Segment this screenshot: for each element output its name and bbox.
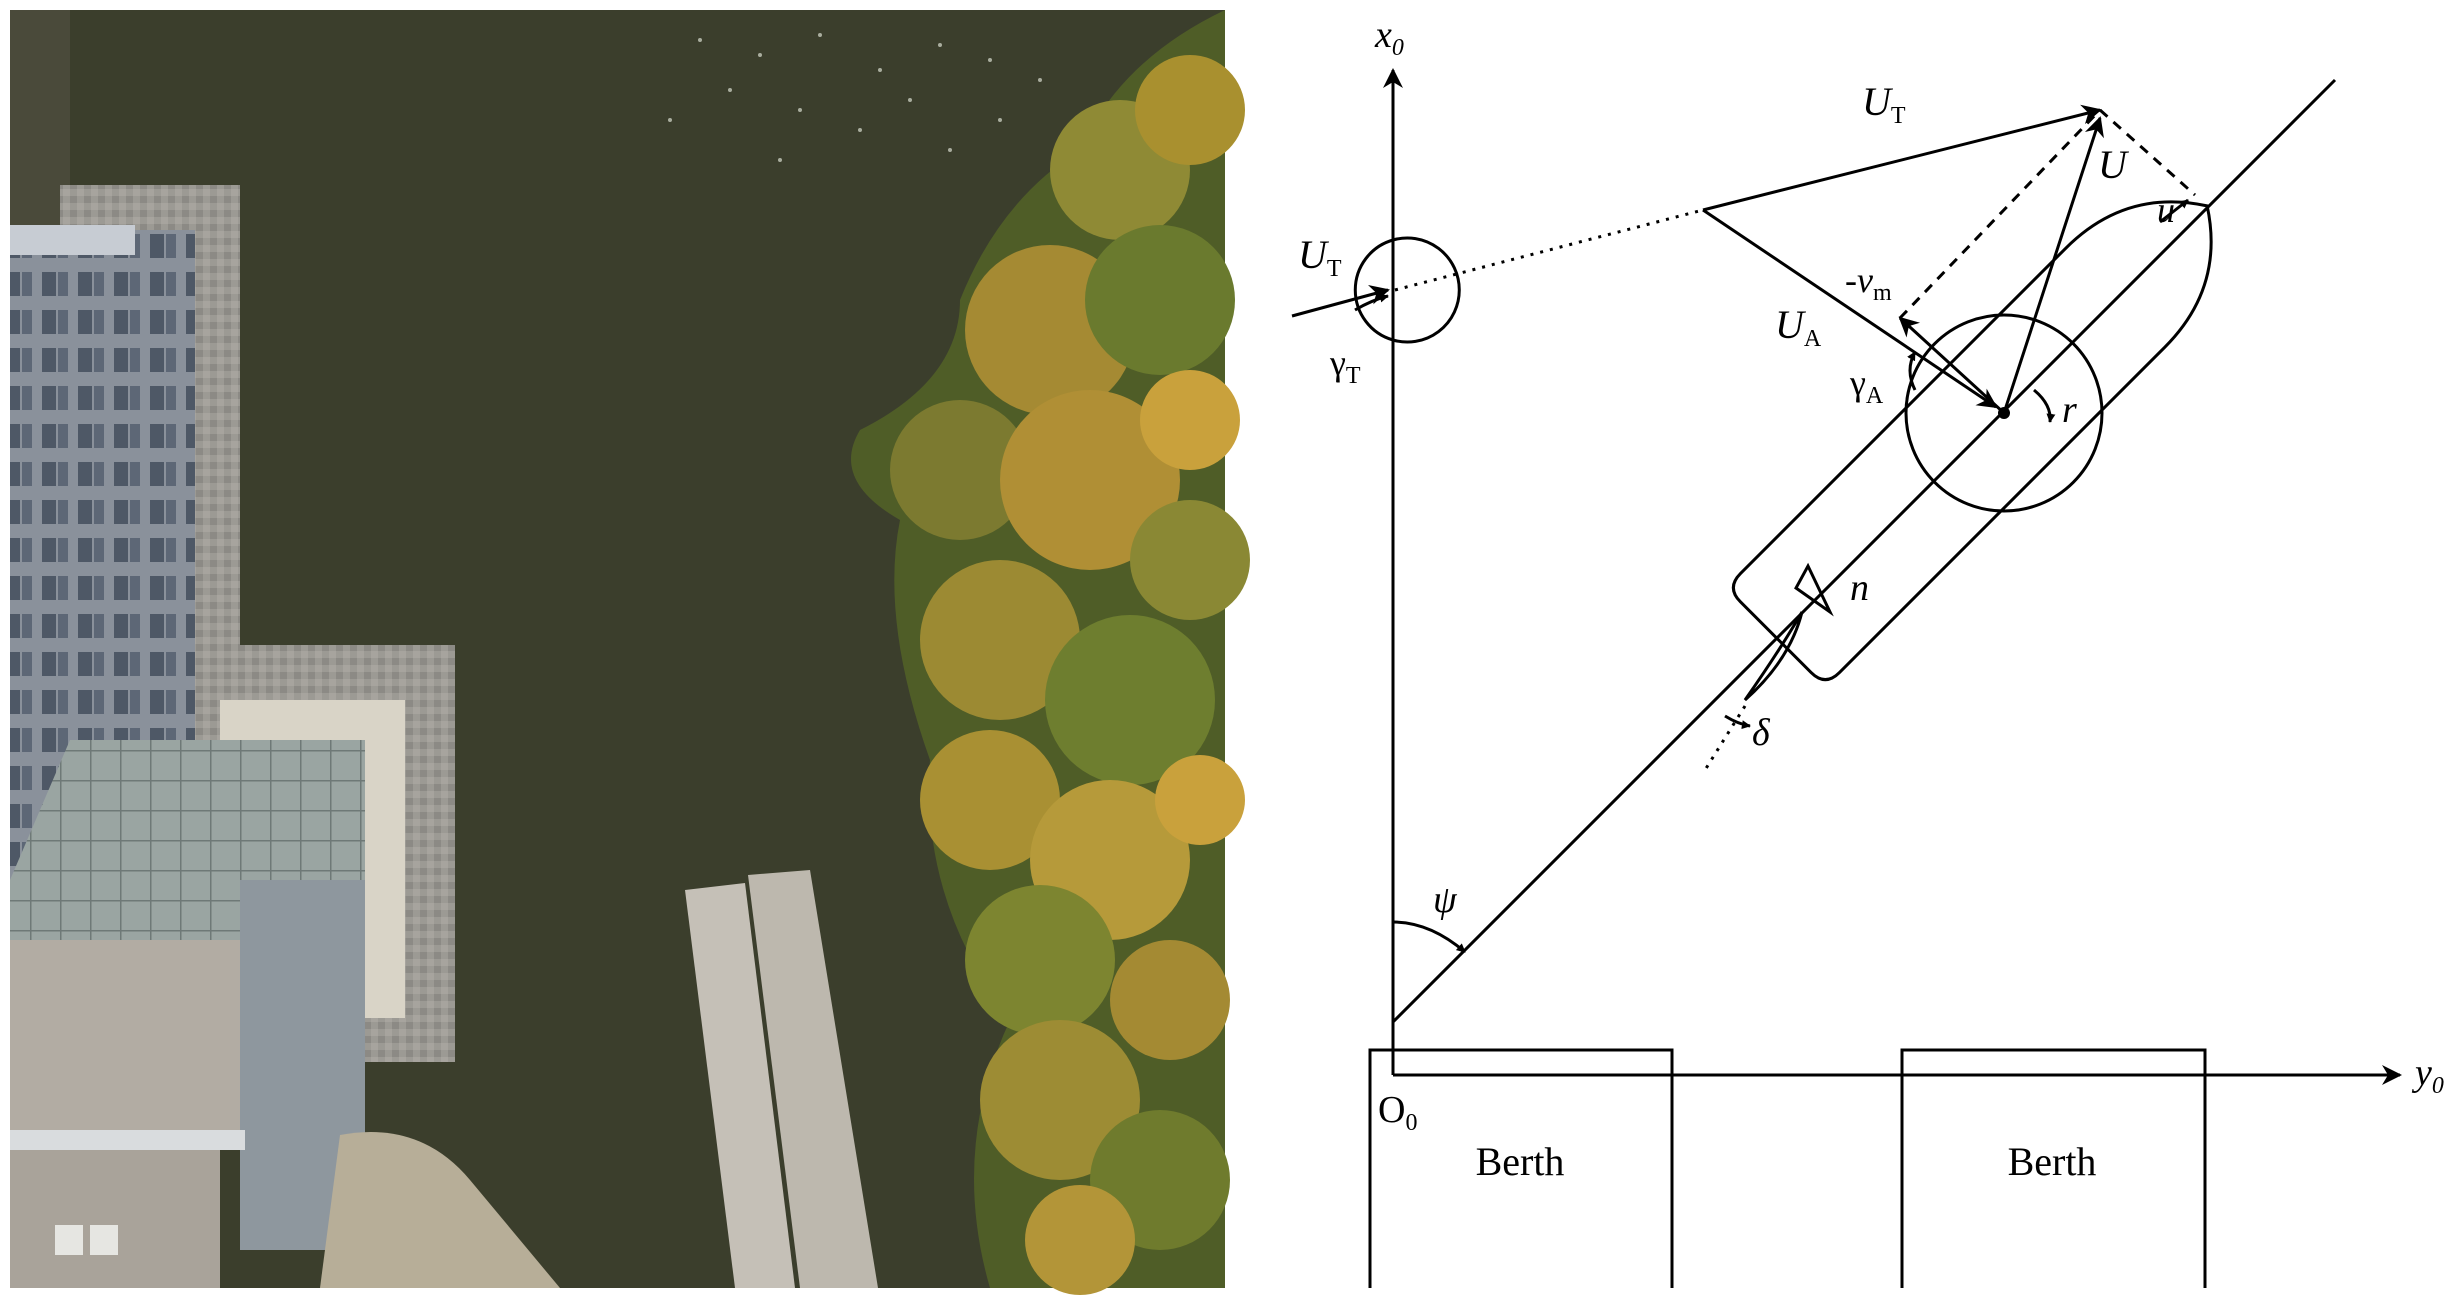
berth-right-label: Berth [2008,1139,2097,1184]
apparent-wind-angle-label: γA [1849,363,1884,409]
apparent-wind-speed-label: UA [1775,302,1822,352]
rudder-label: δ [1752,712,1771,754]
berth-right [1900,1048,2207,1288]
rudder-icon [1743,611,1804,702]
pier-right [748,870,878,1288]
sway-label: -vm [1845,260,1892,306]
x-axis-label: x0 [1374,14,1404,61]
rocky-shore [320,1132,560,1288]
ship-speed-vector [2002,116,2104,414]
y-axis-label: y0 [2411,1052,2444,1099]
true-wind-vector-label: UT [1862,79,1906,129]
dashed-line-surge [2098,108,2197,197]
tree-canopy [851,10,1250,1295]
roof-block-lower [10,1150,220,1288]
true-wind-arrow [1291,285,1390,318]
yaw-circle [1904,313,2104,513]
rudder-angle-arc [1724,714,1751,730]
aerial-photo [10,10,1250,1295]
apparent-wind-vector [1702,208,1998,409]
true-wind-angle-arrow [1354,293,1389,312]
heading-angle-label: ψ [1433,879,1458,921]
building-roof-edge [10,225,135,255]
surge-label: u [2157,190,2175,230]
true-wind-vector-top [1702,104,2102,212]
yaw-rate-label: r [2062,389,2077,431]
propeller-label: n [1850,567,1869,609]
true-wind-angle-circle [1353,236,1461,344]
true-wind-angle-label: γT [1329,343,1361,389]
origin-label: O0 [1378,1089,1417,1136]
true-wind-speed-label: UT [1298,232,1342,282]
propeller-icon [1794,562,1834,617]
ac-unit [90,1225,118,1255]
pier-left [685,883,795,1288]
ship-kinematics-diagram: x0 y0 O0 Berth Berth ψ n δ r [1291,14,2444,1288]
heading-angle-arc [1392,920,1466,954]
ship-speed-label: U [2098,142,2130,187]
dashed-line-sway [1898,108,2102,320]
berth-left-label: Berth [1476,1139,1565,1184]
roof-ledge [10,1130,245,1150]
rudder-dotted-line [1703,705,1747,771]
apparent-wind-angle-arc [1907,351,1917,391]
water-glint [668,33,1042,162]
sway-vector [1898,316,2006,415]
roof-block [10,940,240,1130]
yaw-rate-arrow [2033,388,2056,423]
ac-unit [55,1225,83,1255]
surge-arrow [2159,198,2189,224]
berth-left [1368,1048,1674,1288]
heading-line [1391,78,2337,1024]
ship-hull [1731,200,2213,682]
